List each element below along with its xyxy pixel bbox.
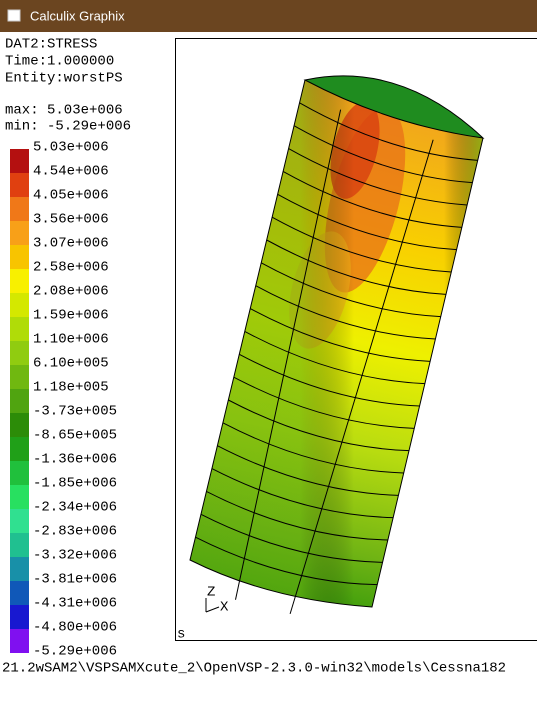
legend-label: -3.81e+006 — [33, 572, 117, 588]
info-line: Entity:worstPS — [5, 71, 123, 87]
legend-swatch — [10, 197, 29, 221]
mesh-line — [239, 353, 420, 407]
legend-label: 2.08e+006 — [33, 284, 109, 300]
legend-swatch — [10, 581, 29, 605]
mesh-line — [233, 376, 415, 429]
legend-swatch — [10, 365, 29, 389]
legend-swatch — [10, 221, 29, 245]
mesh-line — [195, 536, 378, 586]
legend-swatch — [10, 533, 29, 557]
legend-label: -2.83e+006 — [33, 524, 117, 540]
info-line: DAT2:STRESS — [5, 37, 97, 53]
legend-swatch — [10, 149, 29, 173]
legend-label: 4.05e+006 — [33, 188, 109, 204]
legend-swatch — [10, 341, 29, 365]
legend-label: 1.18e+005 — [33, 380, 109, 396]
mesh-line — [228, 399, 410, 452]
legend-label: -1.36e+006 — [33, 452, 117, 468]
legend-label: 4.54e+006 — [33, 164, 109, 180]
legend-swatch — [10, 317, 29, 341]
legend-swatch — [10, 269, 29, 293]
mesh-line — [255, 285, 436, 340]
legend-label: -4.80e+006 — [33, 620, 117, 636]
mesh-line — [277, 193, 457, 251]
legend-label: 6.10e+005 — [33, 356, 109, 372]
mesh-line — [289, 139, 434, 614]
legend-swatch — [10, 557, 29, 581]
legend-label: -3.73e+005 — [33, 404, 117, 420]
legend-label: 2.58e+006 — [33, 260, 109, 276]
legend-swatch — [10, 173, 29, 197]
legend-label: 3.56e+006 — [33, 212, 109, 228]
mesh-line — [271, 216, 452, 273]
legend-swatch — [10, 605, 29, 629]
legend-swatch — [10, 437, 29, 461]
mesh-line — [250, 308, 431, 362]
mesh-line — [206, 490, 388, 541]
legend-label: -5.29e+006 — [33, 644, 117, 660]
legend-label: -8.65e+005 — [33, 428, 117, 444]
legend-swatch — [10, 413, 29, 437]
wing-model — [189, 75, 485, 614]
axis-x-label: X — [220, 600, 229, 616]
mesh-line — [244, 330, 425, 385]
wing-tip — [303, 75, 485, 139]
viewport-label: s — [177, 627, 185, 643]
legend-label: 5.03e+006 — [33, 140, 109, 156]
app-icon — [7, 9, 21, 22]
mesh-line — [260, 262, 441, 318]
wing-shade — [190, 80, 483, 607]
mesh-line — [222, 422, 404, 474]
mesh-line — [266, 239, 447, 295]
axis-z-label: Z — [207, 585, 215, 601]
wing-outline — [189, 79, 484, 608]
legend-swatch — [10, 485, 29, 509]
legend-label: 3.07e+006 — [33, 236, 109, 252]
min-label: min: -5.29e+006 — [5, 119, 131, 135]
mesh-line — [217, 445, 399, 496]
mesh-line — [293, 125, 473, 184]
axis-triad — [205, 598, 220, 613]
info-line: Time:1.000000 — [5, 54, 114, 70]
legend-swatch — [10, 293, 29, 317]
mesh-line — [299, 102, 478, 161]
window-title: Calculix Graphix — [30, 8, 125, 23]
legend-label: -4.31e+006 — [33, 596, 117, 612]
legend-swatch — [10, 629, 29, 653]
mesh-line — [282, 170, 462, 228]
status-text: 21.2wSAM2\VSPSAMXcute_2\OpenVSP-2.3.0-wi… — [2, 661, 506, 677]
legend-label: -2.34e+006 — [33, 500, 117, 516]
mesh-line — [200, 513, 383, 563]
legend-label: 1.59e+006 — [33, 308, 109, 324]
title-bar[interactable] — [0, 0, 537, 32]
legend-swatch — [10, 509, 29, 533]
x-axis — [205, 606, 220, 613]
legend-label: -3.32e+006 — [33, 548, 117, 564]
legend-label: -1.85e+006 — [33, 476, 117, 492]
legend-swatch — [10, 461, 29, 485]
legend-swatch — [10, 389, 29, 413]
legend-label: 1.10e+006 — [33, 332, 109, 348]
mesh-line — [288, 148, 468, 206]
legend-swatch — [10, 245, 29, 269]
mesh-line — [211, 468, 394, 519]
mesh-line — [235, 109, 342, 600]
max-label: max: 5.03e+006 — [5, 103, 123, 119]
